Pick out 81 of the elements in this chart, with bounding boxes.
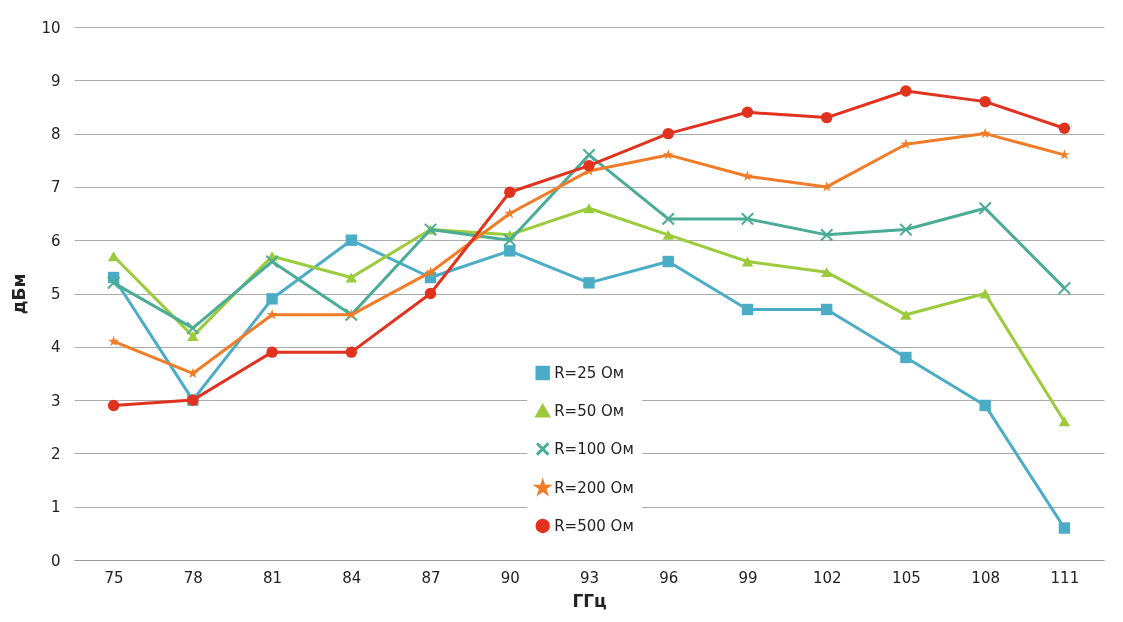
point (820, 303, 833, 316)
point (425, 266, 436, 277)
x-tick-label: 84 (342, 568, 362, 587)
y-tick-label: 5 (50, 285, 61, 303)
x-axis-title: ГГц (572, 590, 607, 611)
point (662, 149, 674, 160)
point (583, 159, 595, 172)
point (266, 293, 278, 305)
point (978, 201, 992, 215)
point (106, 276, 121, 290)
y-tick-label: 10 (41, 18, 61, 37)
x-tick-label: 87 (421, 568, 441, 587)
point (662, 255, 674, 268)
y-tick-label: 3 (50, 391, 61, 410)
point (345, 272, 358, 283)
point (265, 254, 279, 269)
point (187, 331, 199, 342)
point (582, 148, 596, 162)
point (979, 95, 991, 108)
point (345, 346, 358, 358)
legend-label: R=500 Ом (554, 516, 634, 535)
point (900, 85, 912, 97)
point (900, 351, 912, 364)
y-tick-label: 1 (50, 498, 61, 517)
point (1058, 416, 1071, 427)
point (107, 399, 120, 412)
point (662, 229, 674, 240)
point (979, 288, 991, 299)
point (1058, 522, 1071, 534)
legend-label: R=200 Ом (554, 478, 634, 497)
y-tick-label: 4 (50, 338, 61, 357)
point (108, 335, 120, 347)
x-tick-label: 105 (892, 568, 921, 587)
x-tick-label: 93 (579, 568, 600, 587)
point (345, 234, 358, 246)
point (1057, 281, 1072, 295)
y-tick-label: 8 (50, 125, 61, 144)
y-axis-title: дБм (9, 273, 30, 315)
x-tick-label: 99 (738, 568, 758, 587)
y-tick-label: 6 (50, 231, 61, 250)
point (900, 309, 912, 320)
legend-label: R=50 Ом (554, 401, 625, 420)
legend-label: R=25 Ом (554, 363, 625, 382)
point (583, 203, 595, 214)
x-tick-label: 111 (1050, 568, 1080, 587)
point (662, 127, 674, 140)
point (820, 111, 833, 124)
point (504, 186, 516, 198)
x-tick-label: 102 (812, 568, 842, 587)
point (741, 256, 754, 267)
point (820, 267, 833, 278)
point (504, 245, 516, 257)
y-tick-label: 9 (50, 71, 61, 90)
point (979, 399, 991, 412)
point (740, 212, 755, 226)
point (266, 346, 278, 358)
x-tick-label: 78 (183, 568, 203, 587)
x-tick-label: 81 (263, 568, 283, 587)
point (899, 222, 913, 237)
legend-label: R=100 Ом (554, 439, 634, 458)
point (504, 207, 516, 219)
x-tick-label: 75 (104, 568, 124, 587)
point (583, 277, 595, 289)
x-tick-label: 90 (500, 568, 520, 587)
y-tick-label: 2 (50, 444, 61, 463)
y-tick-label: 0 (50, 551, 61, 570)
x-tick-label: 96 (659, 568, 679, 587)
point (819, 228, 834, 242)
point (1058, 122, 1071, 134)
point (107, 251, 120, 262)
point (266, 309, 278, 320)
point (900, 138, 912, 149)
x-tick-label: 108 (971, 568, 1000, 587)
point (503, 233, 517, 247)
point (741, 106, 754, 118)
point (741, 303, 754, 316)
point (424, 287, 437, 300)
point (979, 127, 991, 139)
y-tick-label: 7 (50, 178, 61, 197)
point (186, 321, 200, 335)
point (661, 212, 675, 226)
